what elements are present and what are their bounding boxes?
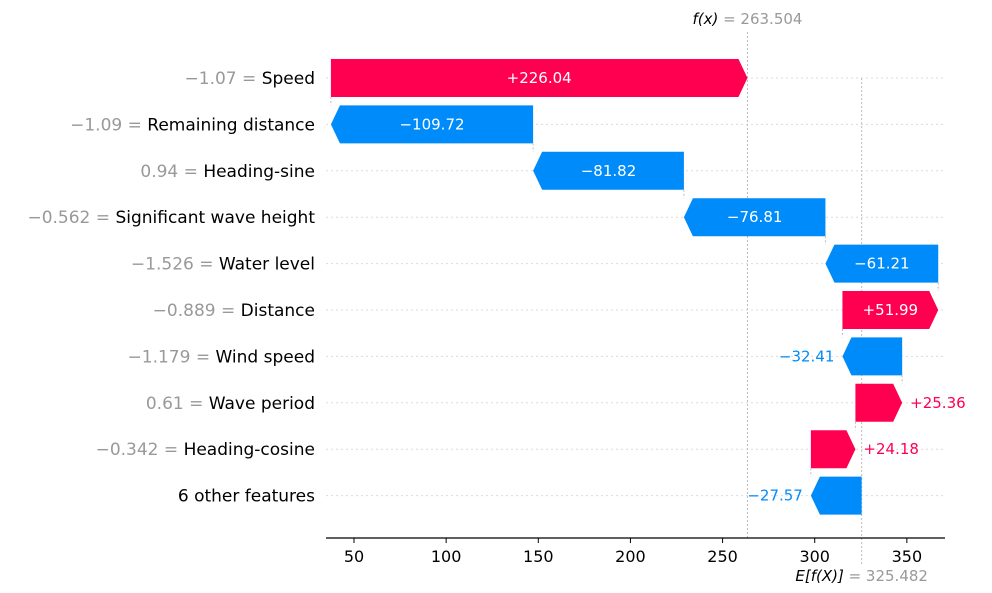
bar-value-label: −81.82 [581,162,637,180]
bar-significant-wave-height [683,198,826,237]
bar-wind-speed [842,337,903,376]
feature-name: 6 other features [178,487,315,507]
feature-name: Wind speed [216,347,316,367]
bar-heading-cosine [810,430,856,469]
bar-heading-sine [533,151,684,190]
bar-distance [842,291,939,329]
bar-speed [330,59,748,97]
feature-value: 0.94 [140,162,178,182]
feature-name: Distance [241,301,315,321]
x-tick-label: 250 [707,547,738,566]
feature-value: −1.07 [185,69,237,89]
feature-label: 6 other features [178,487,315,507]
bar-value-label: −61.21 [854,255,910,273]
feature-name: Heading-cosine [184,440,315,460]
feature-label: −1.09 = Remaining distance [70,115,315,135]
bars-layer: +226.04 −109.72 −81.82 −76.81 −61.21 +51.99 −3… [330,59,966,515]
bar-water-level [825,244,939,283]
bar-6-other-features [810,476,862,515]
bar-value-label: −27.57 [747,487,803,505]
feature-name: Significant wave height [115,208,315,228]
feature-value: −0.889 [153,301,216,321]
bar-value-label: +51.99 [863,301,919,319]
x-tick-label: 100 [431,547,462,566]
x-tick-label: 350 [892,547,923,566]
bar-value-label: +25.36 [910,394,966,412]
x-tick-label: 50 [344,547,364,566]
bar-value-label: −109.72 [399,115,464,133]
feature-name: Wave period [209,394,315,414]
feature-label: −1.526 = Water level [131,255,315,275]
bar-value-label: −32.41 [779,347,835,365]
bar-value-label: +24.18 [863,440,919,458]
feature-value: −0.562 [27,208,90,228]
feature-value: −1.526 [131,255,194,275]
feature-name: Remaining distance [147,115,315,135]
feature-value: −1.09 [70,115,122,135]
annotations: f(x) = 263.504 E[f(X)] = 325.482 [692,10,928,585]
feature-label: 0.94 = Heading-sine [140,162,315,182]
feature-value: −1.179 [128,347,191,367]
feature-value: 0.61 [146,394,184,414]
feature-label: −0.562 = Significant wave height [27,208,315,228]
bar-wave-period [855,383,903,422]
feature-name: Water level [219,255,315,275]
feature-name: Speed [262,69,315,89]
x-tick-label: 300 [799,547,830,566]
feature-label: −1.179 = Wind speed [128,347,315,367]
fx-annotation: f(x) = 263.504 [692,10,802,28]
bar-remaining-distance [330,105,534,144]
bar-value-label: −76.81 [727,208,783,226]
feature-label: 0.61 = Wave period [146,394,315,414]
x-tick-label: 150 [523,547,554,566]
feature-label: −0.889 = Distance [153,301,315,321]
feature-labels: −1.07 = Speed −1.09 = Remaining distance 0… [27,69,315,507]
x-tick-label: 200 [615,547,646,566]
feature-label: −1.07 = Speed [185,69,315,89]
bar-value-label: +226.04 [507,69,572,87]
feature-name: Heading-sine [203,162,315,182]
expected-value-annotation: E[f(X)] = 325.482 [795,567,928,585]
feature-label: −0.342 = Heading-cosine [96,440,315,460]
x-axis: 50 100 150 200 250 300 350 [326,537,945,566]
feature-value: −0.342 [96,440,159,460]
